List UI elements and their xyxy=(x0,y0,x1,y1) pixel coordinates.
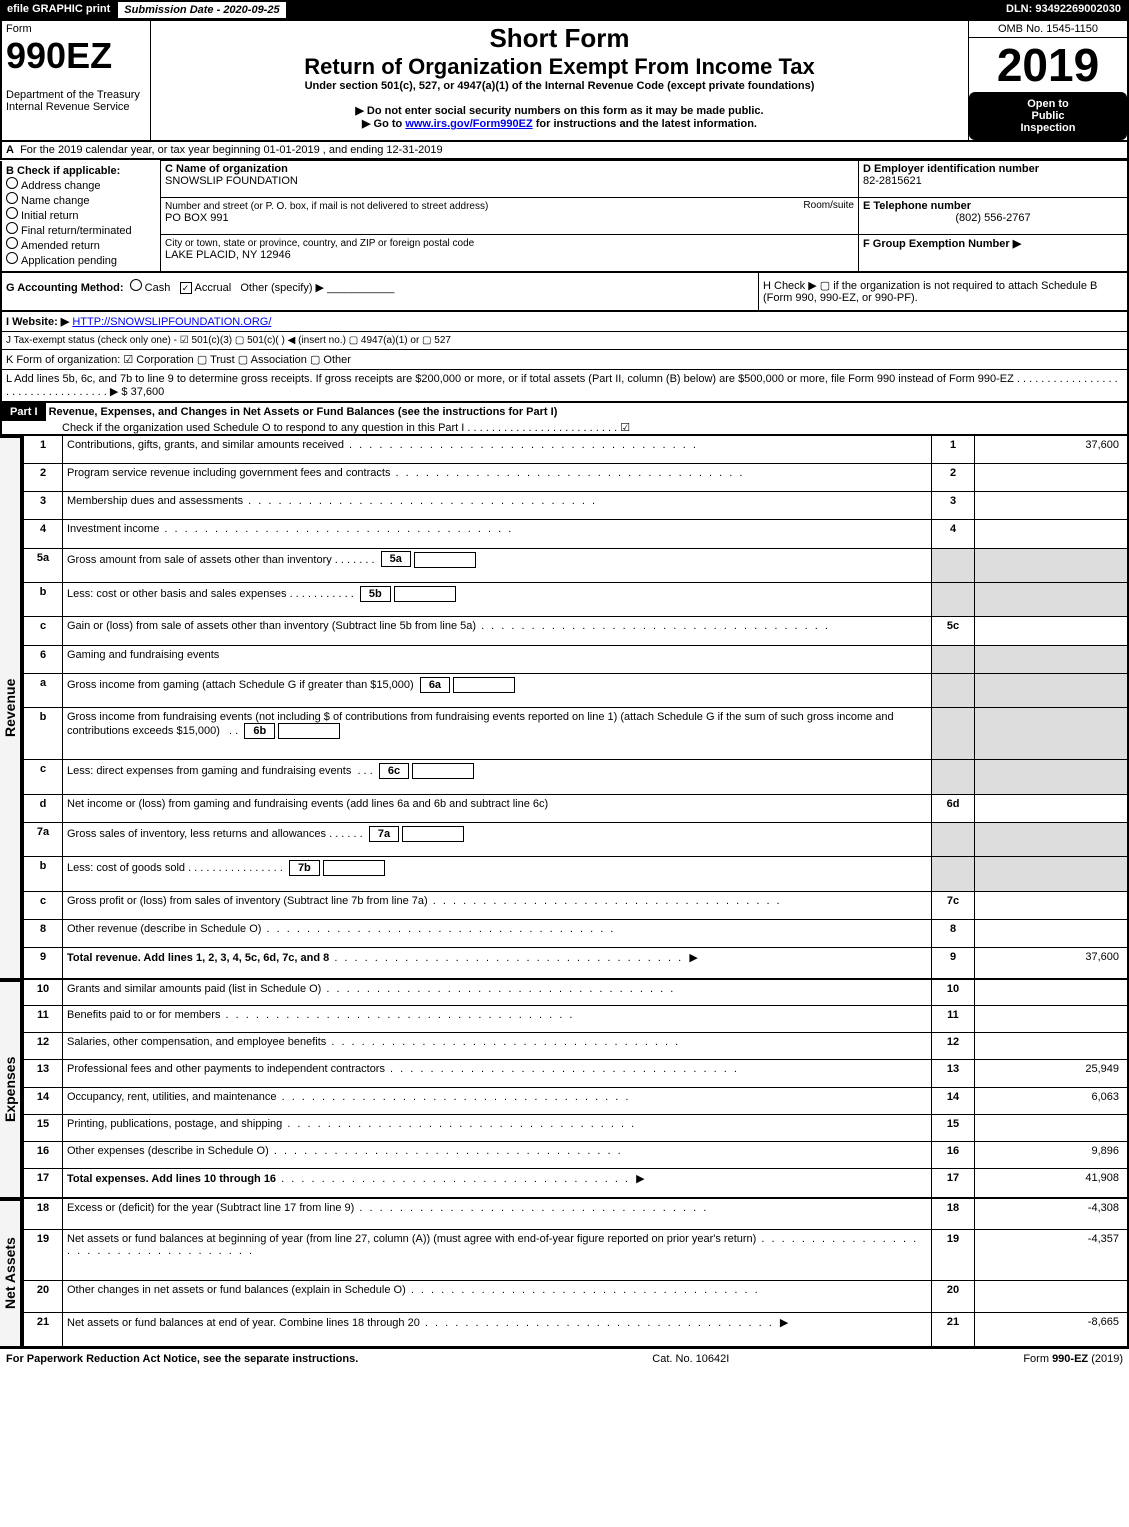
form-header: Form 990EZ Department of the Treasury In… xyxy=(0,20,1129,142)
form-number: 990EZ xyxy=(6,35,112,76)
section-h-text: H Check ▶ ▢ if the organization is not r… xyxy=(759,273,1129,311)
initial-return-radio[interactable] xyxy=(6,207,18,219)
cash-radio[interactable] xyxy=(130,279,142,291)
section-k-text: K Form of organization: ☑ Corporation ▢ … xyxy=(2,350,1127,370)
value-box-5a[interactable] xyxy=(414,552,476,568)
org-city: LAKE PLACID, NY 12946 xyxy=(165,249,291,261)
name-change-radio[interactable] xyxy=(6,192,18,204)
name-change-label: Name change xyxy=(21,195,90,207)
value-box-7a[interactable] xyxy=(402,826,464,842)
irs-label: Internal Revenue Service xyxy=(6,101,130,113)
part1-title: Revenue, Expenses, and Changes in Net As… xyxy=(49,406,558,418)
line-value: 37,600 xyxy=(975,436,1129,464)
value-box-7b[interactable] xyxy=(323,860,385,876)
efile-print-button[interactable]: efile GRAPHIC print xyxy=(1,1,117,19)
netassets-sidebar: Net Assets xyxy=(0,1199,22,1348)
room-suite-label: Room/suite xyxy=(803,200,854,211)
dept-label: Department of the Treasury xyxy=(6,89,140,101)
section-b-label: B Check if applicable: xyxy=(6,165,120,177)
org-name: SNOWSLIP FOUNDATION xyxy=(165,175,298,187)
value-box-6c[interactable] xyxy=(412,763,474,779)
footer-right: Form 990-EZ (2019) xyxy=(1023,1353,1123,1365)
ein-value: 82-2815621 xyxy=(863,175,922,187)
accrual-label: Accrual xyxy=(195,282,232,294)
goto-link[interactable]: ▶ Go to www.irs.gov/Form990EZ for instru… xyxy=(155,117,964,130)
section-j-text: J Tax-exempt status (check only one) - ☑… xyxy=(2,332,1127,350)
line-num: 1 xyxy=(23,436,63,464)
website-link[interactable]: HTTP://SNOWSLIPFOUNDATION.ORG/ xyxy=(72,316,271,328)
part1-check: Check if the organization used Schedule … xyxy=(2,422,630,434)
final-return-radio[interactable] xyxy=(6,222,18,234)
footer-mid: Cat. No. 10642I xyxy=(652,1353,729,1365)
footer-left: For Paperwork Reduction Act Notice, see … xyxy=(6,1353,358,1365)
line-a-tax-year: A For the 2019 calendar year, or tax yea… xyxy=(0,142,1129,160)
telephone-value: (802) 556-2767 xyxy=(863,212,1123,224)
open-to-public: Open to Public Inspection xyxy=(969,92,1127,140)
line-text: Contributions, gifts, grants, and simila… xyxy=(67,439,344,451)
expenses-table: 10Grants and similar amounts paid (list … xyxy=(22,980,1129,1199)
org-address: PO BOX 991 xyxy=(165,212,229,224)
amended-return-label: Amended return xyxy=(21,240,100,252)
section-g-label: G Accounting Method: xyxy=(6,282,124,294)
inline-box-5a: 5a xyxy=(381,551,411,567)
section-c-label: C Name of organization xyxy=(165,163,288,175)
netassets-table: 18Excess or (deficit) for the year (Subt… xyxy=(22,1199,1129,1348)
short-form-title: Short Form xyxy=(155,23,964,54)
address-change-radio[interactable] xyxy=(6,177,18,189)
application-pending-label: Application pending xyxy=(21,255,117,267)
org-info-block: B Check if applicable: Address change Na… xyxy=(0,160,1129,273)
section-d-label: D Employer identification number xyxy=(863,163,1039,175)
final-return-label: Final return/terminated xyxy=(21,225,132,237)
section-l-text: L Add lines 5b, 6c, and 7b to line 9 to … xyxy=(2,370,1127,401)
subtitle: Under section 501(c), 527, or 4947(a)(1)… xyxy=(155,80,964,92)
address-change-label: Address change xyxy=(21,180,101,192)
value-box-5b[interactable] xyxy=(394,586,456,602)
line-label: 1 xyxy=(932,436,975,464)
addr-label: Number and street (or P. O. box, if mail… xyxy=(165,201,488,212)
other-method-label: Other (specify) ▶ xyxy=(240,282,324,294)
amended-return-radio[interactable] xyxy=(6,237,18,249)
page-footer: For Paperwork Reduction Act Notice, see … xyxy=(0,1348,1129,1369)
submission-date: Submission Date - 2020-09-25 xyxy=(117,1,286,19)
cash-label: Cash xyxy=(145,282,171,294)
omb-number: OMB No. 1545-1150 xyxy=(969,21,1129,38)
spacer xyxy=(287,1,1000,19)
section-f-label: F Group Exemption Number ▶ xyxy=(863,238,1021,250)
form-label: Form xyxy=(6,23,32,35)
revenue-table: 1 Contributions, gifts, grants, and simi… xyxy=(22,436,1129,980)
expenses-sidebar: Expenses xyxy=(0,980,22,1199)
application-pending-radio[interactable] xyxy=(6,252,18,264)
value-box-6a[interactable] xyxy=(453,677,515,693)
part1-tab: Part I xyxy=(2,403,46,421)
section-e-label: E Telephone number xyxy=(863,200,971,212)
main-title: Return of Organization Exempt From Incom… xyxy=(155,54,964,80)
city-label: City or town, state or province, country… xyxy=(165,238,474,249)
top-bar: efile GRAPHIC print Submission Date - 20… xyxy=(0,0,1129,20)
section-i-label: I Website: ▶ xyxy=(6,316,69,328)
revenue-sidebar: Revenue xyxy=(0,436,22,980)
ssn-warning: ▶ Do not enter social security numbers o… xyxy=(155,104,964,117)
tax-year: 2019 xyxy=(969,38,1127,92)
initial-return-label: Initial return xyxy=(21,210,78,222)
value-box-6b[interactable] xyxy=(278,723,340,739)
accrual-checkbox[interactable]: ✓ xyxy=(180,282,192,294)
dln-number: DLN: 93492269002030 xyxy=(1000,1,1128,19)
